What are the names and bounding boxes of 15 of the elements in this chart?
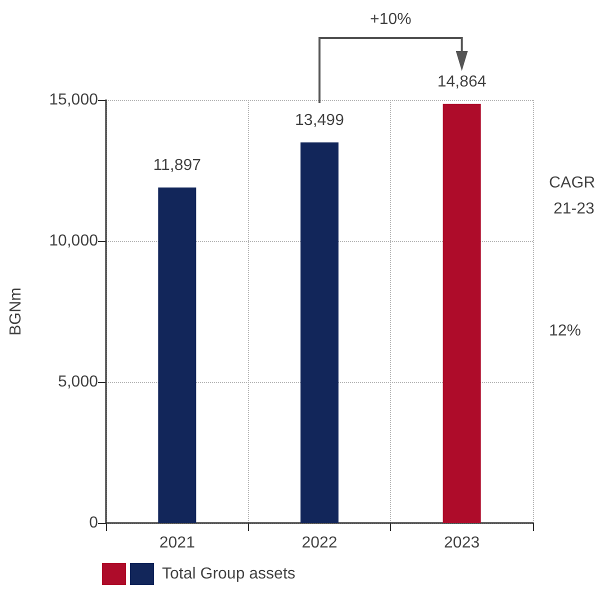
data-label: 11,897 — [153, 157, 202, 174]
y-tick-label: 0 — [89, 514, 98, 532]
legend-label: Total Group assets — [162, 566, 296, 582]
y-tick-label: 10,000 — [49, 232, 98, 250]
text: 12% — [549, 322, 582, 340]
text: +10% — [370, 11, 412, 28]
text: CAGR 21-23 — [549, 174, 596, 218]
x-tick-label: 2022 — [302, 534, 338, 552]
data-label: 14,864 — [437, 73, 486, 90]
data-label: 13,499 — [295, 112, 344, 129]
y-tick-label: 5,000 — [58, 374, 98, 390]
y-axis-title: BGNm — [8, 288, 24, 336]
x-tick-label: 2023 — [444, 534, 480, 552]
y-tick-label: 15,000 — [49, 92, 98, 108]
x-tick-label: 2021 — [159, 534, 196, 552]
